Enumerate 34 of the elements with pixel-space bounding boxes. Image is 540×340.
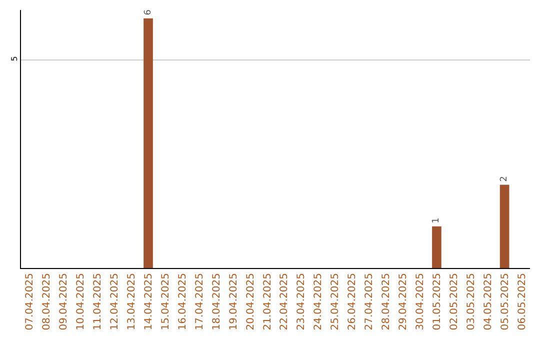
data-label: 2 [500,176,510,182]
x-tick-label: 04.05.2025 [482,273,494,330]
data-label: 6 [143,9,154,16]
x-tick-label: 26.04.2025 [347,273,358,330]
x-tick-label: 07.04.2025 [24,273,36,330]
x-tick-label: 14.04.2025 [144,273,154,330]
x-tick-label: 15.04.2025 [160,273,172,330]
x-tick-label: 03.05.2025 [466,273,477,330]
x-tick-label: 02.05.2025 [448,273,460,330]
y-tick-label: 5 [10,56,19,62]
x-tick-label: 25.04.2025 [330,273,342,330]
x-tick-label: 06.05.2025 [516,273,528,330]
x-tick-label: 28.04.2025 [381,273,392,330]
x-tick-label: 16.04.2025 [177,273,188,330]
x-tick-label: 23.04.2025 [296,273,308,330]
x-tick-label: 10.04.2025 [76,273,87,330]
x-tick-label: 11.04.2025 [92,273,104,330]
x-tick-label: 09.04.2025 [58,273,70,330]
x-tick-label: 22.04.2025 [279,273,290,330]
data-label: 1 [432,218,442,224]
x-tick-label: 27.04.2025 [364,273,376,330]
x-tick-label: 18.04.2025 [211,273,222,330]
x-tick-label: 29.04.2025 [398,273,409,330]
x-tick-label: 24.04.2025 [313,273,324,330]
x-tick-label: 12.04.2025 [110,273,121,330]
x-tick-label: 30.04.2025 [414,273,426,330]
x-tick-label: 05.05.2025 [500,273,511,330]
x-tick-label: 08.04.2025 [42,273,53,330]
x-tick-label: 13.04.2025 [126,273,138,330]
x-tick-label: 17.04.2025 [194,273,206,330]
x-tick-label: 19.04.2025 [228,273,240,330]
x-tick-label: 01.05.2025 [432,273,443,330]
x-tick-label: 21.04.2025 [262,273,274,330]
x-tick-label: 20.04.2025 [245,273,256,330]
